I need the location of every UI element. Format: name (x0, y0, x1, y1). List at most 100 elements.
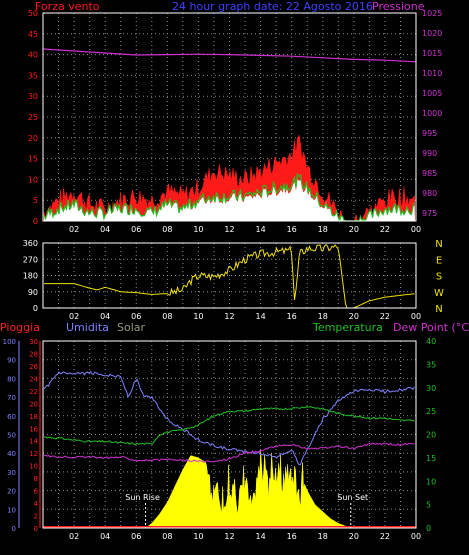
p1-left-tick-label: 0 (33, 217, 38, 226)
p1-right-tick-label: 995 (422, 129, 437, 138)
p2-compass-label: N (435, 239, 442, 250)
rain-tick-label: 8 (34, 475, 38, 483)
wind-gust-area (43, 134, 416, 222)
p2-left-tick-label: 90 (28, 288, 38, 297)
solar-area (144, 449, 352, 529)
p1-right-tick-label: 1005 (422, 89, 442, 98)
humidity-tick-label: 100 (3, 338, 16, 346)
temperature-tick-label: 0 (426, 524, 431, 533)
header-left-label: Forza vento (35, 0, 100, 13)
p1-left-tick-label: 10 (28, 175, 38, 184)
wind-low-area (44, 178, 415, 221)
rain-tick-label: 4 (34, 500, 39, 508)
p3-xtick-label: 02 (69, 532, 79, 541)
p2-xtick-label: 08 (162, 312, 172, 321)
temperature-tick-label: 5 (426, 501, 431, 510)
rain-tick-label: 30 (29, 338, 38, 346)
sun-rise-label: Sun Rise (125, 493, 160, 502)
p3-xtick-label: 22 (380, 532, 390, 541)
sun-set-label: Sun Set (337, 493, 368, 502)
rain-tick-label: 12 (29, 450, 38, 458)
p1-left-tick-label: 35 (28, 71, 38, 80)
p2-compass-label: W (434, 288, 444, 299)
p2-xtick-label: 16 (287, 312, 297, 321)
pressure-line (42, 48, 417, 63)
temperature-tick-label: 25 (426, 407, 436, 416)
p1-right-tick-label: 1025 (422, 9, 442, 18)
p1-xtick-label: 22 (380, 225, 390, 234)
humidity-line (43, 370, 415, 466)
p1-left-tick-label: 50 (28, 9, 38, 18)
dew-point-line (43, 442, 415, 463)
p3-frame (42, 340, 417, 529)
p2-xtick-label: 14 (255, 312, 265, 321)
p1-xtick-label: 10 (193, 225, 203, 234)
p1-right-tick-label: 1010 (422, 69, 442, 78)
p1-right-tick-label: 1015 (422, 49, 442, 58)
p1-xtick-label: 20 (349, 225, 359, 234)
p2-xtick-label: 02 (69, 312, 79, 321)
rain-tick-label: 18 (29, 413, 38, 421)
p1-left-tick-label: 5 (33, 196, 38, 205)
p1-right-tick-label: 975 (422, 209, 437, 218)
p2-left-tick-label: 270 (23, 255, 38, 264)
humidity-tick-label: 40 (7, 450, 16, 458)
p3-xtick-label: 14 (255, 532, 265, 541)
p1-xtick-label: 04 (100, 225, 110, 234)
p2-compass-label: E (436, 255, 442, 266)
p3-xtick-label: 12 (224, 532, 234, 541)
label-rain: Pioggia (0, 321, 40, 334)
p2-frame (42, 242, 417, 309)
p1-frame (42, 12, 417, 222)
p1-xtick-label: 14 (255, 225, 265, 234)
p1-right-tick-label: 1000 (422, 109, 442, 118)
rain-tick-label: 14 (29, 438, 38, 446)
p2-left-tick-label: 360 (23, 239, 38, 248)
humidity-tick-label: 50 (7, 432, 16, 440)
p1-xtick-label: 06 (131, 225, 141, 234)
humidity-tick-label: 80 (7, 375, 16, 383)
p1-xtick-label: 08 (162, 225, 172, 234)
rain-tick-label: 6 (34, 488, 39, 496)
rain-tick-label: 2 (34, 513, 38, 521)
label-temperature: Temperatura (312, 321, 383, 334)
p2-xtick-label: 20 (349, 312, 359, 321)
p2-xtick-label: 22 (380, 312, 390, 321)
temperature-tick-label: 35 (426, 360, 436, 369)
temperature-tick-label: 20 (426, 431, 436, 440)
p1-xtick-label: 02 (69, 225, 79, 234)
humidity-tick-label: 30 (7, 469, 16, 477)
temperature-tick-label: 10 (426, 477, 436, 486)
header-right-label: Pressione (372, 0, 425, 13)
p2-compass-label: S (436, 272, 442, 283)
p2-left-tick-label: 180 (23, 272, 38, 281)
header-title: 24 hour graph date: 22 Agosto 2016 (172, 0, 373, 13)
rain-tick-label: 10 (29, 463, 38, 471)
label-humidity: Umidita (66, 321, 109, 334)
humidity-tick-label: 0 (12, 525, 16, 533)
p1-right-tick-label: 1020 (422, 29, 442, 38)
rain-tick-label: 20 (29, 400, 38, 408)
p2-xtick-label: 18 (318, 312, 328, 321)
p2-xtick-label: 12 (224, 312, 234, 321)
p2-xtick-label: 06 (131, 312, 141, 321)
rain-tick-label: 16 (29, 425, 38, 433)
p1-left-tick-label: 15 (28, 155, 38, 164)
p1-right-tick-label: 985 (422, 169, 437, 178)
temperature-tick-label: 15 (426, 454, 436, 463)
rain-tick-label: 24 (29, 375, 38, 383)
wind-direction-line (44, 243, 415, 309)
p1-xtick-label: 00 (411, 225, 421, 234)
p1-left-tick-label: 25 (28, 113, 38, 122)
p1-left-tick-label: 40 (28, 51, 38, 60)
humidity-tick-label: 20 (7, 488, 16, 496)
p3-xtick-label: 00 (411, 532, 421, 541)
p2-compass-label: N (435, 304, 442, 315)
humidity-tick-label: 70 (7, 394, 16, 402)
rain-tick-label: 22 (29, 388, 38, 396)
p1-left-tick-label: 20 (28, 134, 38, 143)
p3-xtick-label: 18 (318, 532, 328, 541)
label-dew-point: Dew Point (°C) (393, 321, 469, 334)
label-solar: Solar (117, 321, 146, 334)
